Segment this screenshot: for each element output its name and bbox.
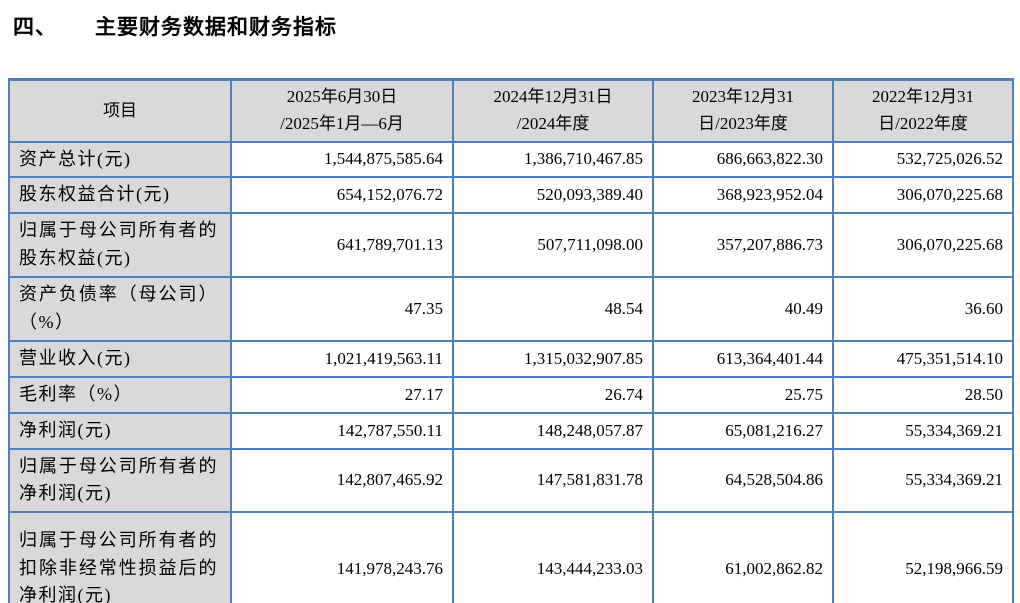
value-cell: 61,002,862.82 [652,511,834,603]
value-cell: 40.49 [652,276,834,342]
table-row: 净利润(元) 142,787,550.11 148,248,057.87 65,081… [8,411,1014,450]
table-row: 营业收入(元) 1,021,419,563.11 1,315,032,907.85 6… [8,339,1014,378]
table-row: 资产负债率（母公司）（%） 47.35 48.54 40.49 36.60 [8,276,1014,342]
value-cell: 143,444,233.03 [452,511,654,603]
value-cell: 142,807,465.92 [230,447,454,514]
value-cell: 147,581,831.78 [452,447,654,514]
value-cell: 1,544,875,585.64 [230,140,454,179]
section-number: 四、 [13,16,57,39]
value-cell: 1,386,710,467.85 [452,140,654,179]
value-cell: 654,152,076.72 [230,176,454,215]
row-label-cell: 净利润(元) [8,411,232,450]
row-label-cell: 资产总计(元) [8,140,232,179]
row-label-cell: 归属于母公司所有者的股东权益(元) [8,212,232,279]
table-header-row: 项目 2025年6月30日 /2025年1月—6月 2024年12月31日 /202… [8,78,1014,143]
page-title: 四、 主要财务数据和财务指标 [13,11,337,41]
table-row: 股东权益合计(元) 654,152,076.72 520,093,389.40 368… [8,176,1014,215]
value-cell: 55,334,369.21 [832,411,1014,450]
value-cell: 26.74 [452,375,654,414]
value-cell: 520,093,389.40 [452,176,654,215]
section-title-text: 主要财务数据和财务指标 [95,16,337,39]
financial-data-table: 项目 2025年6月30日 /2025年1月—6月 2024年12月31日 /202… [8,78,1014,603]
table-row: 归属于母公司所有者的扣除非经常性损益后的净利润(元) 141,978,243.76… [8,511,1014,603]
row-label-cell: 资产负债率（母公司）（%） [8,276,232,342]
table-row: 毛利率（%） 27.17 26.74 25.75 28.50 [8,375,1014,414]
value-cell: 507,711,098.00 [452,212,654,279]
value-cell: 475,351,514.10 [832,339,1014,378]
value-cell: 357,207,886.73 [652,212,834,279]
value-cell: 1,021,419,563.11 [230,339,454,378]
value-cell: 52,198,966.59 [832,511,1014,603]
table-row: 归属于母公司所有者的股东权益(元) 641,789,701.13 507,711,0… [8,212,1014,279]
value-cell: 28.50 [832,375,1014,414]
value-cell: 142,787,550.11 [230,411,454,450]
value-cell: 47.35 [230,276,454,342]
value-cell: 613,364,401.44 [652,339,834,378]
column-header-period: 2022年12月31 日/2022年度 [832,78,1014,143]
value-cell: 64,528,504.86 [652,447,834,514]
value-cell: 306,070,225.68 [832,212,1014,279]
row-label-cell: 归属于母公司所有者的净利润(元) [8,447,232,514]
row-label-cell: 毛利率（%） [8,375,232,414]
value-cell: 36.60 [832,276,1014,342]
value-cell: 55,334,369.21 [832,447,1014,514]
row-label-cell: 归属于母公司所有者的扣除非经常性损益后的净利润(元) [8,511,232,603]
value-cell: 141,978,243.76 [230,511,454,603]
table-header: 项目 2025年6月30日 /2025年1月—6月 2024年12月31日 /202… [8,78,1014,143]
row-label-cell: 营业收入(元) [8,339,232,378]
value-cell: 27.17 [230,375,454,414]
column-header-period: 2025年6月30日 /2025年1月—6月 [230,78,454,143]
value-cell: 25.75 [652,375,834,414]
value-cell: 306,070,225.68 [832,176,1014,215]
value-cell: 65,081,216.27 [652,411,834,450]
value-cell: 368,923,952.04 [652,176,834,215]
table-row: 资产总计(元) 1,544,875,585.64 1,386,710,467.85 6… [8,140,1014,179]
table-body: 资产总计(元) 1,544,875,585.64 1,386,710,467.85 6… [8,140,1014,603]
value-cell: 1,315,032,907.85 [452,339,654,378]
value-cell: 532,725,026.52 [832,140,1014,179]
value-cell: 686,663,822.30 [652,140,834,179]
column-header-period: 2023年12月31 日/2023年度 [652,78,834,143]
table-row: 归属于母公司所有者的净利润(元) 142,807,465.92 147,581,83… [8,447,1014,514]
value-cell: 641,789,701.13 [230,212,454,279]
value-cell: 48.54 [452,276,654,342]
value-cell: 148,248,057.87 [452,411,654,450]
column-header-period: 2024年12月31日 /2024年度 [452,78,654,143]
row-label-cell: 股东权益合计(元) [8,176,232,215]
column-header-item: 项目 [8,78,232,143]
